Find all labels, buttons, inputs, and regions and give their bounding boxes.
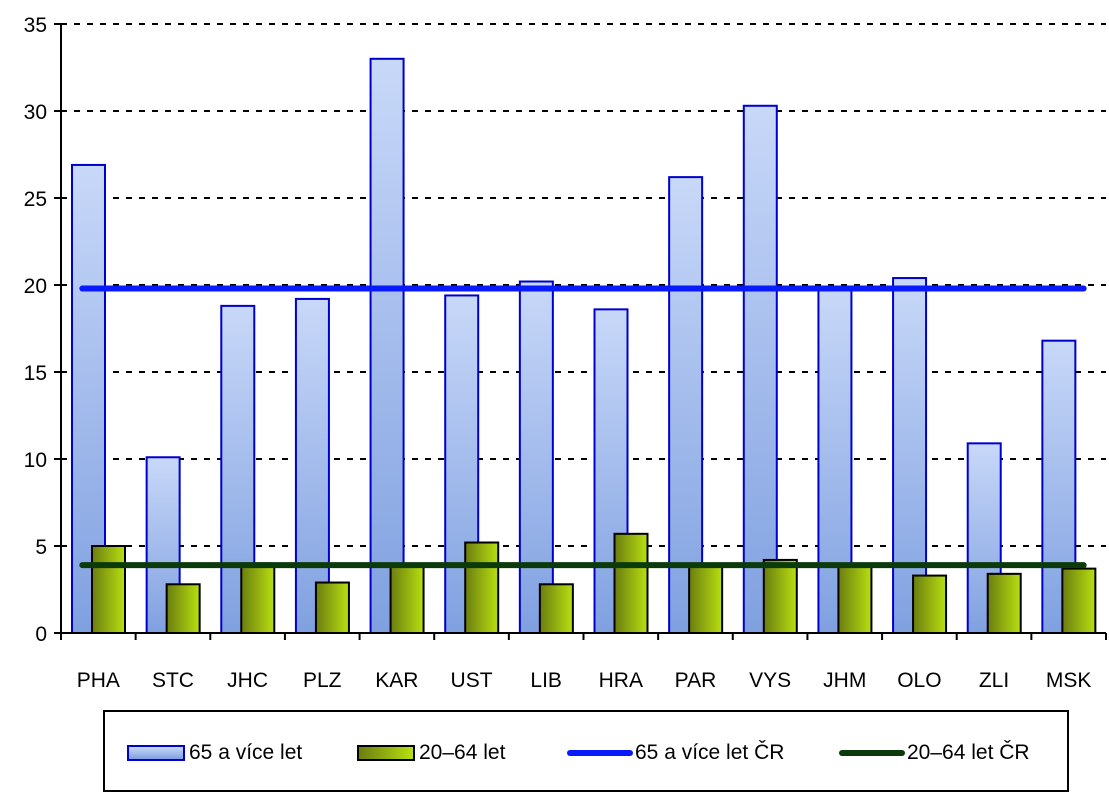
x-tick-label-hra: HRA: [599, 669, 643, 692]
bar-65-plus-olo: [892, 277, 928, 634]
reference-lines: [79, 285, 1087, 569]
bar-20-64-vys: [762, 558, 798, 634]
bar-20-64-lib: [538, 583, 574, 635]
x-tick-label-pha: PHA: [77, 669, 120, 692]
bar-65-plus-kar: [369, 57, 405, 635]
x-tick-label-par: PAR: [675, 669, 717, 692]
bar-20-64-jhc: [240, 562, 276, 635]
y-tick-label-0: 0: [35, 623, 47, 646]
bar-65-plus-vys: [742, 104, 778, 634]
bar-20-64-jhm: [837, 564, 873, 635]
legend-item-20-64: 20–64 let: [357, 738, 505, 768]
y-tick-label-25: 25: [24, 188, 47, 211]
y-tick-label-20: 20: [24, 275, 47, 298]
bar-65-plus-lib: [518, 280, 554, 634]
x-tick-label-plz: PLZ: [303, 669, 342, 692]
legend-swatch-20-64: [357, 745, 415, 761]
bar-20-64-par: [688, 565, 724, 635]
y-tick-labels: 0 5 10 15 20 25 30 35: [24, 14, 47, 646]
bar-20-64-kar: [389, 564, 425, 635]
x-tick-label-jhm: JHM: [823, 669, 866, 692]
bar-20-64-pha: [91, 545, 126, 634]
grid-lines: [61, 23, 1106, 547]
legend-label-20-64: 20–64 let: [419, 741, 506, 764]
x-tick-label-ust: UST: [451, 669, 493, 692]
legend-swatch-20-64-cr: [839, 750, 905, 756]
legend-label-65-plus: 65 a více let: [189, 741, 303, 764]
x-tick-label-zli: ZLI: [979, 669, 1009, 692]
x-tick-label-msk: MSK: [1046, 669, 1092, 692]
legend-item-65-plus-cr: 65 a více let ČR: [567, 738, 784, 768]
bar-20-64-plz: [314, 581, 350, 634]
x-tick-label-vys: VYS: [749, 669, 791, 692]
legend-label-65-plus-cr: 65 a více let ČR: [635, 741, 785, 764]
bar-20-64-hra: [613, 532, 649, 635]
x-tick-label-olo: OLO: [897, 669, 941, 692]
bar-20-64-stc: [165, 583, 201, 635]
y-tick-label-10: 10: [24, 449, 47, 472]
y-tick-label-15: 15: [24, 362, 47, 385]
legend-label-20-64-cr: 20–64 let ČR: [907, 741, 1030, 764]
legend-swatch-65-plus: [127, 745, 185, 761]
x-tick-label-lib: LIB: [530, 669, 562, 692]
bar-65-plus-pha: [71, 163, 106, 634]
legend-item-65-plus: 65 a více let: [127, 738, 302, 768]
bar-20-64-msk: [1061, 567, 1097, 634]
legend: 65 a více let 20–64 let 65 a více let ČR…: [103, 710, 1069, 792]
bar-20-64-ust: [464, 541, 500, 635]
x-tick-label-jhc: JHC: [227, 669, 268, 692]
legend-swatch-65-plus-cr: [567, 750, 633, 756]
axes: [54, 23, 1107, 640]
bar-20-64-zli: [986, 572, 1022, 635]
x-tick-label-kar: KAR: [375, 669, 418, 692]
x-tick-labels: PHA STC JHC PLZ KAR UST LIB HRA PAR VYS JHM OLO ZLI M…: [77, 669, 1092, 692]
bar-65-plus-par: [668, 176, 704, 634]
bar-20-64-olo: [912, 574, 948, 635]
bars-20-64: [91, 532, 1097, 635]
x-tick-label-stc: STC: [152, 669, 194, 692]
y-tick-label-5: 5: [35, 536, 47, 559]
legend-item-20-64-cr: 20–64 let ČR: [839, 738, 1030, 768]
y-tick-label-30: 30: [24, 101, 47, 124]
y-tick-label-35: 35: [24, 14, 47, 37]
